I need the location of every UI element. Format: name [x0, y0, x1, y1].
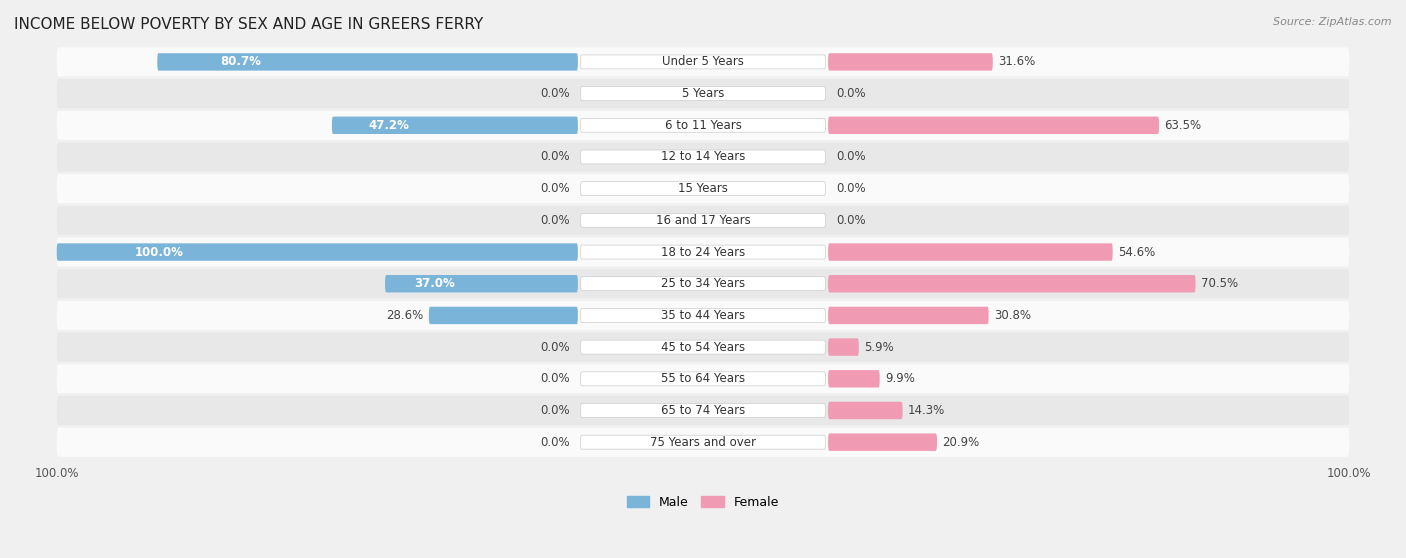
Text: 9.9%: 9.9% — [884, 372, 915, 386]
FancyBboxPatch shape — [828, 53, 993, 71]
Text: 80.7%: 80.7% — [221, 55, 262, 69]
FancyBboxPatch shape — [828, 370, 880, 387]
Text: 0.0%: 0.0% — [540, 87, 569, 100]
FancyBboxPatch shape — [56, 243, 578, 261]
Text: 0.0%: 0.0% — [837, 182, 866, 195]
Text: 14.3%: 14.3% — [908, 404, 945, 417]
FancyBboxPatch shape — [332, 117, 578, 134]
Text: 12 to 14 Years: 12 to 14 Years — [661, 151, 745, 163]
FancyBboxPatch shape — [56, 269, 1350, 299]
FancyBboxPatch shape — [56, 47, 1350, 76]
FancyBboxPatch shape — [56, 110, 1350, 140]
Text: 37.0%: 37.0% — [413, 277, 454, 290]
FancyBboxPatch shape — [581, 182, 825, 196]
Text: 54.6%: 54.6% — [1118, 246, 1156, 258]
FancyBboxPatch shape — [56, 301, 1350, 330]
Text: INCOME BELOW POVERTY BY SEX AND AGE IN GREERS FERRY: INCOME BELOW POVERTY BY SEX AND AGE IN G… — [14, 17, 484, 32]
Text: 0.0%: 0.0% — [837, 87, 866, 100]
Text: 5 Years: 5 Years — [682, 87, 724, 100]
FancyBboxPatch shape — [385, 275, 578, 292]
Text: 16 and 17 Years: 16 and 17 Years — [655, 214, 751, 227]
FancyBboxPatch shape — [56, 427, 1350, 457]
FancyBboxPatch shape — [828, 243, 1112, 261]
Text: 45 to 54 Years: 45 to 54 Years — [661, 340, 745, 354]
FancyBboxPatch shape — [56, 174, 1350, 203]
Text: 65 to 74 Years: 65 to 74 Years — [661, 404, 745, 417]
Text: 5.9%: 5.9% — [865, 340, 894, 354]
FancyBboxPatch shape — [56, 238, 1350, 267]
Text: 31.6%: 31.6% — [998, 55, 1035, 69]
FancyBboxPatch shape — [828, 275, 1195, 292]
FancyBboxPatch shape — [828, 338, 859, 356]
Text: 25 to 34 Years: 25 to 34 Years — [661, 277, 745, 290]
FancyBboxPatch shape — [56, 333, 1350, 362]
Text: 18 to 24 Years: 18 to 24 Years — [661, 246, 745, 258]
FancyBboxPatch shape — [56, 142, 1350, 171]
FancyBboxPatch shape — [581, 118, 825, 132]
FancyBboxPatch shape — [581, 86, 825, 100]
Text: 0.0%: 0.0% — [540, 340, 569, 354]
FancyBboxPatch shape — [581, 150, 825, 164]
FancyBboxPatch shape — [581, 245, 825, 259]
Text: 0.0%: 0.0% — [540, 404, 569, 417]
FancyBboxPatch shape — [157, 53, 578, 71]
Text: 0.0%: 0.0% — [540, 214, 569, 227]
Text: 100.0%: 100.0% — [135, 246, 184, 258]
Text: 55 to 64 Years: 55 to 64 Years — [661, 372, 745, 386]
Text: 20.9%: 20.9% — [942, 436, 980, 449]
FancyBboxPatch shape — [56, 206, 1350, 235]
Text: 63.5%: 63.5% — [1164, 119, 1201, 132]
Text: 30.8%: 30.8% — [994, 309, 1031, 322]
Text: Under 5 Years: Under 5 Years — [662, 55, 744, 69]
FancyBboxPatch shape — [828, 402, 903, 419]
FancyBboxPatch shape — [56, 396, 1350, 425]
Text: Source: ZipAtlas.com: Source: ZipAtlas.com — [1274, 17, 1392, 27]
FancyBboxPatch shape — [429, 307, 578, 324]
Legend: Male, Female: Male, Female — [621, 490, 785, 513]
FancyBboxPatch shape — [56, 79, 1350, 108]
FancyBboxPatch shape — [56, 364, 1350, 393]
FancyBboxPatch shape — [581, 309, 825, 323]
FancyBboxPatch shape — [581, 277, 825, 291]
Text: 6 to 11 Years: 6 to 11 Years — [665, 119, 741, 132]
FancyBboxPatch shape — [581, 55, 825, 69]
Text: 0.0%: 0.0% — [837, 214, 866, 227]
Text: 0.0%: 0.0% — [540, 182, 569, 195]
FancyBboxPatch shape — [828, 307, 988, 324]
Text: 75 Years and over: 75 Years and over — [650, 436, 756, 449]
Text: 0.0%: 0.0% — [837, 151, 866, 163]
Text: 0.0%: 0.0% — [540, 436, 569, 449]
Text: 70.5%: 70.5% — [1201, 277, 1237, 290]
FancyBboxPatch shape — [828, 117, 1159, 134]
FancyBboxPatch shape — [581, 213, 825, 227]
FancyBboxPatch shape — [828, 434, 936, 451]
Text: 0.0%: 0.0% — [540, 372, 569, 386]
FancyBboxPatch shape — [581, 435, 825, 449]
Text: 15 Years: 15 Years — [678, 182, 728, 195]
Text: 35 to 44 Years: 35 to 44 Years — [661, 309, 745, 322]
Text: 47.2%: 47.2% — [368, 119, 409, 132]
FancyBboxPatch shape — [581, 403, 825, 417]
Text: 0.0%: 0.0% — [540, 151, 569, 163]
Text: 28.6%: 28.6% — [387, 309, 423, 322]
FancyBboxPatch shape — [581, 372, 825, 386]
FancyBboxPatch shape — [581, 340, 825, 354]
